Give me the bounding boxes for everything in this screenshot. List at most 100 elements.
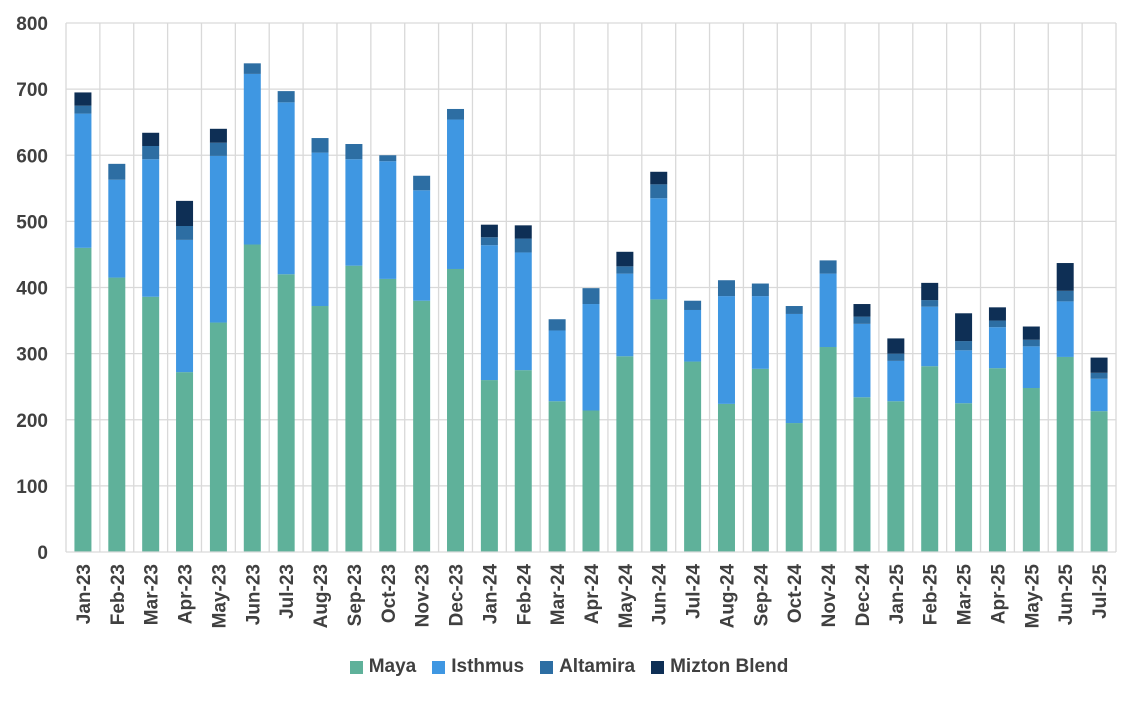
x-tick-label: Sep-23 (345, 564, 366, 626)
x-tick-label: Apr-23 (176, 564, 197, 624)
y-tick-label: 100 (16, 477, 48, 498)
bar-segment-maya (345, 265, 363, 552)
y-tick-label: 0 (37, 543, 48, 564)
bar-segment-isthmus (616, 273, 634, 357)
bar-segment-maya (277, 274, 295, 552)
bar-segment-altamira (277, 91, 295, 103)
bar-segment-isthmus (480, 245, 498, 381)
x-tick-label: Mar-24 (548, 564, 569, 626)
bar-segment-maya (650, 299, 668, 552)
bar-segment-isthmus (413, 190, 431, 301)
bar-segment-maya (209, 322, 227, 552)
bar-segment-maya (582, 410, 600, 552)
bar-segment-mizton-blend (853, 304, 871, 317)
legend-label-altamira: Altamira (559, 656, 636, 677)
bar-segment-isthmus (785, 313, 803, 424)
legend-item-altamira: Altamira (540, 656, 635, 678)
bar-segment-altamira (108, 163, 126, 180)
bar-segment-mizton-blend (1056, 263, 1074, 291)
bar-segment-mizton-blend (988, 307, 1006, 321)
bar-segment-maya (1056, 356, 1074, 552)
bar-segment-maya (853, 397, 871, 552)
x-tick-label: Jul-23 (277, 564, 298, 619)
bar-segment-maya (616, 356, 634, 552)
bar-segment-isthmus (650, 198, 668, 300)
bar-segment-mizton-blend (650, 171, 668, 185)
bar-segment-altamira (921, 300, 939, 307)
bar-segment-maya (819, 347, 837, 552)
bar-segment-isthmus (1022, 346, 1040, 389)
x-tick-label: Nov-23 (413, 564, 434, 627)
x-tick-label: Jun-25 (1056, 564, 1077, 626)
y-tick-label: 500 (16, 212, 48, 233)
bar-segment-altamira (955, 341, 973, 351)
legend-label-maya: Maya (368, 656, 417, 677)
bar-segment-isthmus (514, 252, 532, 371)
bar-segment-altamira (1056, 290, 1074, 302)
bar-segment-maya (447, 268, 465, 552)
bar-segment-maya (548, 401, 566, 552)
bar-segment-maya (955, 403, 973, 552)
bar-segment-isthmus (176, 239, 194, 373)
bar-segment-maya (176, 372, 194, 552)
bar-segment-altamira (379, 155, 397, 162)
legend-item-isthmus: Isthmus (432, 656, 524, 678)
bar-segment-isthmus (853, 323, 871, 398)
bar-segment-maya (1022, 388, 1040, 552)
x-tick-label: Mar-25 (955, 564, 976, 626)
legend-item-mizton-blend: Mizton Blend (651, 656, 788, 678)
bar-segment-altamira (1090, 372, 1108, 379)
bar-segment-mizton-blend (142, 132, 160, 146)
bar-segment-maya (785, 423, 803, 552)
legend: Maya Isthmus Altamira Mizton Blend (0, 656, 1138, 678)
bar-segment-maya (74, 247, 92, 552)
x-tick-label: Jan-23 (74, 564, 95, 624)
stacked-bar-chart: 0 100 200 300 400 500 600 700 800 Jan-23 Feb-23 Mar… (16, 14, 1117, 629)
bar-segment-altamira (142, 145, 160, 160)
x-tick-label: Dec-24 (853, 564, 874, 627)
bar-segment-isthmus (684, 309, 702, 362)
bar-segment-maya (887, 401, 905, 552)
x-tick-label: Jan-25 (887, 564, 908, 625)
x-tick-label: May-25 (1022, 564, 1043, 629)
bar-segment-altamira (717, 280, 735, 297)
x-tick-label: Jun-24 (650, 564, 671, 626)
bar-segment-altamira (74, 105, 92, 114)
x-tick-label: Aug-24 (717, 564, 738, 629)
legend-swatch-maya (349, 660, 363, 674)
y-tick-label: 700 (16, 80, 48, 101)
x-tick-label: Sep-24 (751, 564, 772, 627)
bar-segment-altamira (548, 319, 566, 331)
bar-segment-maya (1090, 411, 1108, 552)
bar-segment-isthmus (311, 152, 329, 307)
x-tick-label: Apr-25 (988, 564, 1009, 625)
bar-segment-isthmus (1056, 301, 1074, 357)
bar-segment-altamira (853, 316, 871, 324)
bar-segment-maya (988, 368, 1006, 552)
x-tick-label: Nov-24 (819, 564, 840, 628)
legend-swatch-mizton-blend (651, 660, 665, 674)
bar-segment-isthmus (209, 155, 227, 323)
x-tick-label: May-23 (209, 564, 230, 628)
bar-segment-altamira (684, 300, 702, 310)
bar-segment-isthmus (74, 113, 92, 248)
x-tick-label: Jul-25 (1090, 564, 1111, 619)
y-tick-label: 800 (16, 14, 48, 35)
x-tick-label: Aug-23 (311, 564, 332, 628)
x-tick-label: Jul-24 (684, 564, 705, 619)
bar-segment-altamira (209, 142, 227, 156)
bar-segment-mizton-blend (1090, 357, 1108, 373)
bar-segment-maya (751, 368, 769, 552)
bar-segment-maya (413, 300, 431, 552)
bar-segment-isthmus (447, 119, 465, 269)
bar-segment-altamira (650, 184, 668, 199)
legend-item-maya: Maya (349, 656, 417, 678)
bar-segment-maya (480, 380, 498, 552)
bar-segment-altamira (582, 288, 600, 305)
bar-segment-isthmus (243, 73, 261, 245)
legend-label-isthmus: Isthmus (451, 656, 525, 677)
x-tick-label: Jan-24 (480, 564, 501, 625)
bar-segment-isthmus (988, 327, 1006, 369)
legend-label-mizton-blend: Mizton Blend (670, 656, 789, 677)
bar-segment-altamira (819, 260, 837, 274)
